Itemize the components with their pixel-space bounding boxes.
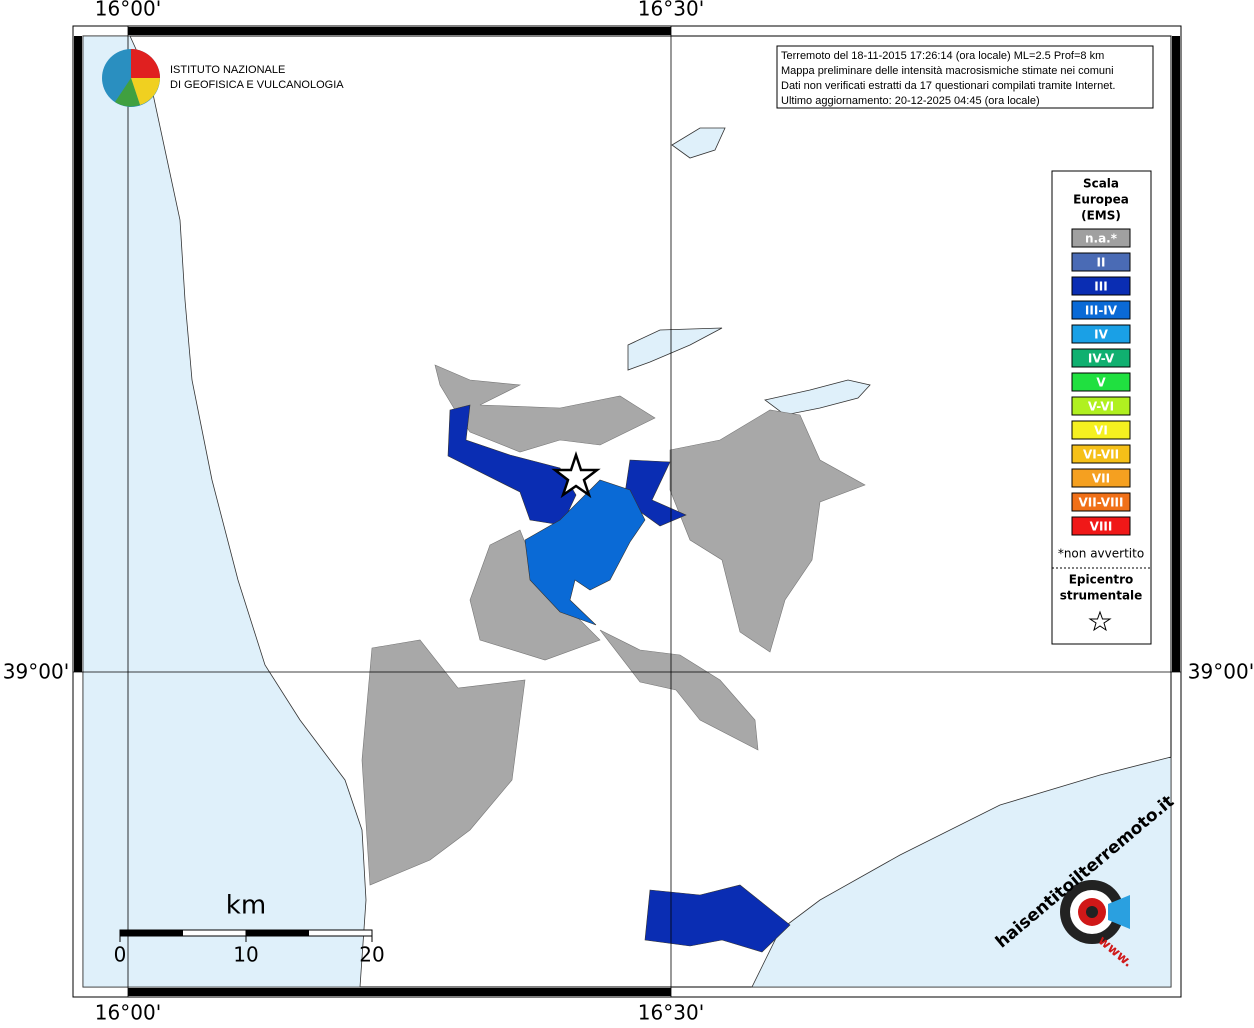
lon-label: 16°30' <box>638 1001 704 1025</box>
scale-label: 0 <box>114 943 127 967</box>
scale-bar: 0 10 20 <box>114 929 385 967</box>
legend-label: VII <box>1092 472 1110 486</box>
legend-note: *non avvertito <box>1058 547 1144 561</box>
legend-epicenter: strumentale <box>1060 589 1143 603</box>
legend-label: VII-VIII <box>1078 496 1123 510</box>
legend-epicenter: Epicentro <box>1069 573 1134 587</box>
legend-label: IV <box>1094 328 1108 342</box>
legend-swatch <box>1071 252 1131 272</box>
legend-swatch <box>1071 396 1131 416</box>
institute: ISTITUTO NAZIONALE <box>170 64 285 76</box>
border <box>1172 36 1180 672</box>
legend-label: II <box>1097 256 1106 270</box>
legend-swatch <box>1071 324 1131 344</box>
logo <box>131 78 160 105</box>
legend-label: n.a.* <box>1085 232 1118 246</box>
badge-speaker <box>1108 895 1130 929</box>
lon-label: 16°00' <box>95 1001 161 1025</box>
legend-label: III <box>1094 280 1107 294</box>
logo <box>131 49 160 78</box>
legend-swatch <box>1071 372 1131 392</box>
border <box>128 27 671 35</box>
scale-label: 10 <box>233 943 258 967</box>
lake <box>671 127 726 159</box>
scale-segment <box>246 930 309 936</box>
area <box>524 479 646 626</box>
legend-swatch <box>1071 420 1131 440</box>
legend-title: (EMS) <box>1081 209 1121 223</box>
legend-label: VI-VII <box>1083 448 1119 462</box>
sea <box>82 35 367 988</box>
scale-label: 20 <box>359 943 384 967</box>
border <box>128 988 671 996</box>
legend-swatch <box>1071 300 1131 320</box>
legend-swatch <box>1071 492 1131 512</box>
legend-label: VIII <box>1090 520 1113 534</box>
municipalities <box>361 364 866 953</box>
info-line: Terremoto del 18-11-2015 17:26:14 (ora l… <box>781 50 1104 62</box>
info-line: Dati non verificati estratti da 17 quest… <box>781 80 1115 92</box>
legend-star <box>1088 610 1112 632</box>
institute: DI GEOFISICA E VULCANOLOGIA <box>170 79 344 91</box>
legend-label: VI <box>1094 424 1108 438</box>
scale-segment <box>120 930 183 936</box>
lake <box>627 327 723 371</box>
logo <box>115 78 140 107</box>
legend-swatch <box>1071 276 1131 296</box>
scale-unit: km <box>226 891 266 921</box>
legend-swatch <box>1071 228 1131 248</box>
info-line: Mappa preliminare delle intensità macros… <box>781 65 1114 77</box>
area <box>669 409 866 653</box>
epicenter-star <box>551 451 601 499</box>
area <box>599 629 759 751</box>
border <box>74 36 82 672</box>
info-box <box>776 45 1154 109</box>
legend-swatch <box>1071 516 1131 536</box>
info: Terremoto del 18-11-2015 17:26:14 (ora l… <box>781 50 1115 107</box>
legend-title: Scala <box>1083 177 1119 191</box>
legend-title: Europea <box>1073 193 1129 207</box>
info-line: Ultimo aggiornamento: 20-12-2025 04:45 (… <box>781 95 1040 107</box>
area <box>644 884 791 953</box>
lon-label: 16°00' <box>95 0 161 21</box>
lat-label: 39°00' <box>3 660 69 684</box>
area <box>447 404 577 526</box>
legend-swatch <box>1071 444 1131 464</box>
legend-label: III-IV <box>1085 304 1118 318</box>
lat-label: 39°00' <box>1188 660 1254 684</box>
legend-items: ScalaEuropea(EMS)n.a.*IIIIIIII-IVIVIV-VV… <box>1071 177 1131 536</box>
legend-label: IV-V <box>1088 352 1115 366</box>
lon-label: 16°30' <box>638 0 704 21</box>
legend-label: V-VI <box>1088 400 1114 414</box>
legend-swatch <box>1071 468 1131 488</box>
legend-label: V <box>1096 376 1106 390</box>
badge-ring <box>1086 906 1098 918</box>
area <box>361 639 526 886</box>
legend-swatch <box>1071 348 1131 368</box>
